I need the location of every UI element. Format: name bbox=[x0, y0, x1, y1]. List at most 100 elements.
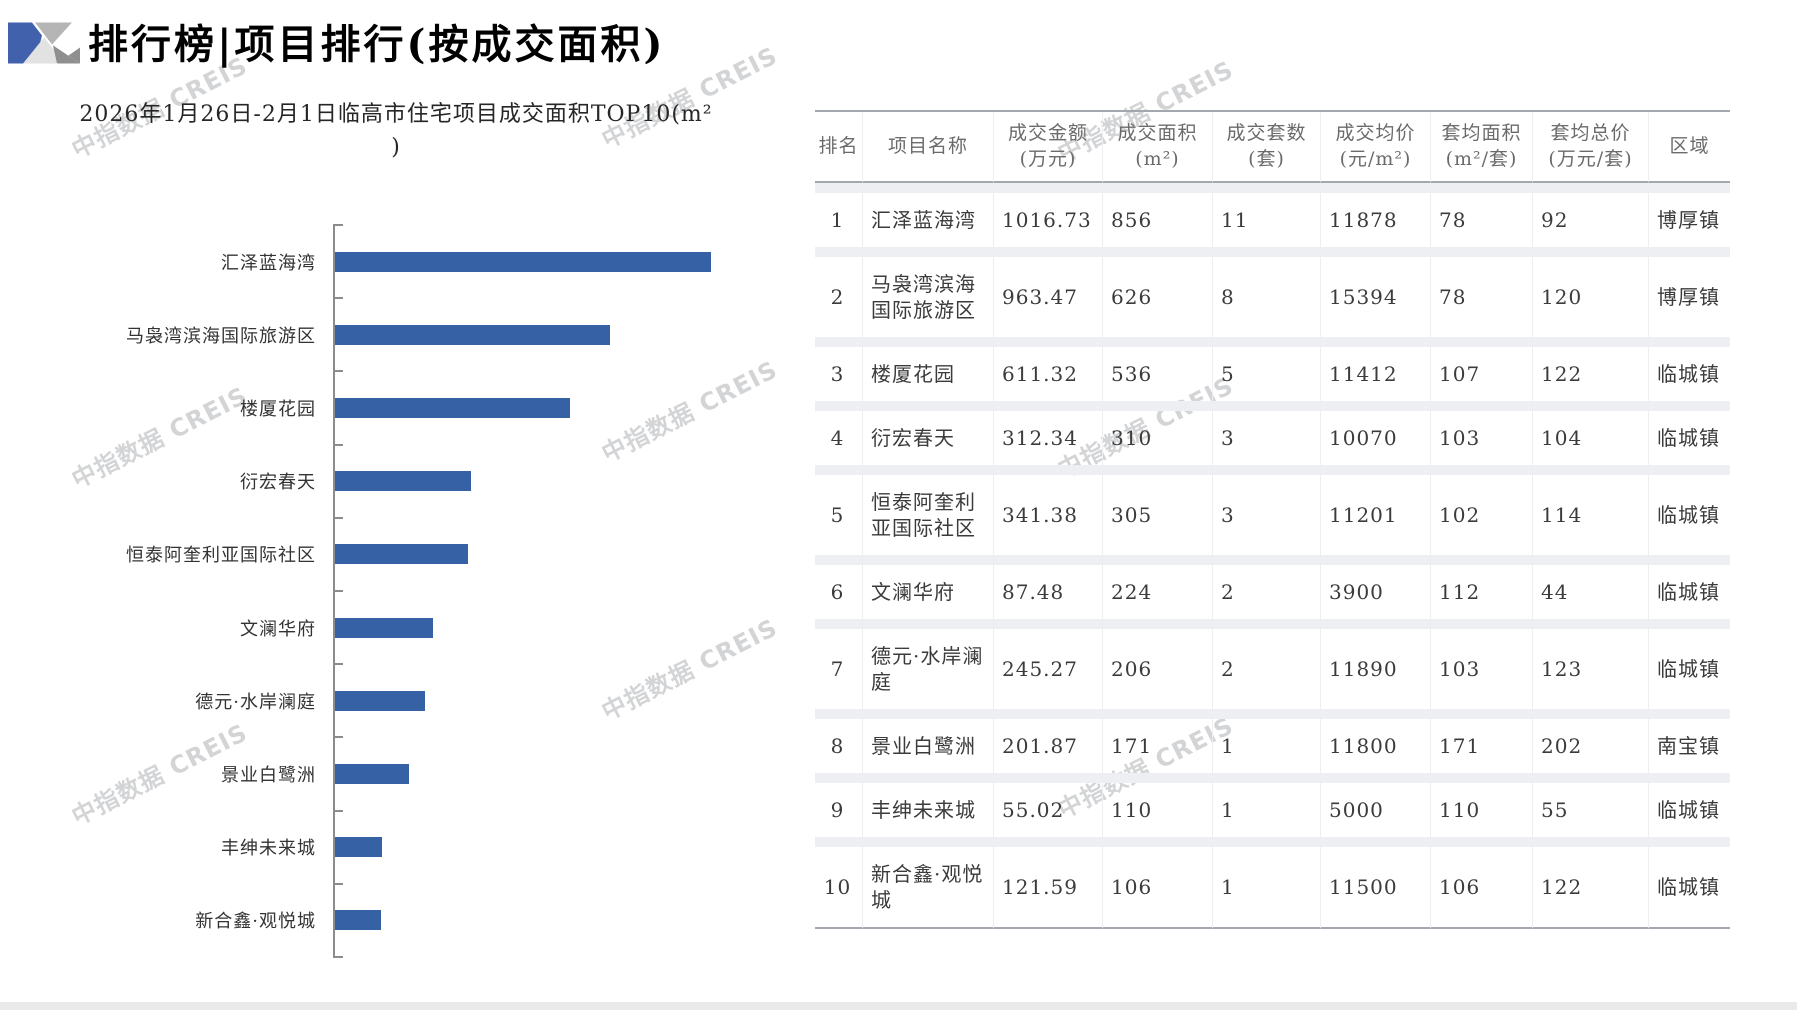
value-cell: 110 bbox=[1430, 773, 1532, 838]
value-cell: 122 bbox=[1532, 337, 1648, 402]
axis-tick bbox=[333, 882, 343, 885]
value-cell: 11800 bbox=[1320, 709, 1430, 774]
logo-gray-top-triangle bbox=[35, 22, 72, 45]
category-label: 新合鑫·观悦城 bbox=[195, 911, 316, 933]
value-cell: 312.34 bbox=[993, 401, 1102, 466]
category-label: 恒泰阿奎利亚国际社区 bbox=[126, 545, 316, 567]
project-name-cell: 丰绅未来城 bbox=[862, 773, 993, 838]
category-label: 丰绅未来城 bbox=[221, 838, 316, 860]
column-header-unit: (万元/套) bbox=[1548, 147, 1633, 170]
rank-cell: 10 bbox=[815, 837, 862, 930]
chart-title-line1: 2026年1月26日-2月1日临高市住宅项目成交面积TOP10(m² bbox=[79, 102, 713, 127]
value-cell: 103 bbox=[1430, 619, 1532, 710]
project-name-cell: 景业白鹭洲 bbox=[862, 709, 993, 774]
table-row: 2 马袅湾滨海国际旅游区 963.47 626 8 15394 78 120 博厚镇 bbox=[815, 247, 1730, 338]
value-cell: 11201 bbox=[1320, 465, 1430, 556]
value-cell: 121.59 bbox=[993, 837, 1102, 930]
value-cell: 310 bbox=[1102, 401, 1212, 466]
rank-cell: 1 bbox=[815, 183, 862, 247]
value-cell: 106 bbox=[1430, 837, 1532, 930]
column-header-unit: (m²) bbox=[1135, 147, 1180, 170]
chart-row: 德元·水岸澜庭 bbox=[75, 664, 765, 737]
chart-row: 景业白鹭洲 bbox=[75, 737, 765, 810]
category-label: 马袅湾滨海国际旅游区 bbox=[126, 325, 316, 347]
project-name-cell: 马袅湾滨海国际旅游区 bbox=[862, 247, 993, 338]
region-cell: 临城镇 bbox=[1648, 619, 1730, 710]
column-header: 成交套数 (套) bbox=[1212, 112, 1320, 184]
bar bbox=[334, 471, 471, 492]
rank-cell: 5 bbox=[815, 465, 862, 555]
axis-tick bbox=[333, 663, 343, 666]
project-name-cell: 衍宏春天 bbox=[862, 401, 993, 466]
region-cell: 博厚镇 bbox=[1648, 183, 1730, 248]
rank-cell: 4 bbox=[815, 401, 862, 465]
rank-cell: 9 bbox=[815, 773, 862, 837]
axis-tick bbox=[333, 809, 343, 812]
column-header: 套均总价 (万元/套) bbox=[1532, 112, 1648, 184]
logo-gray-light-triangle bbox=[23, 37, 65, 64]
ranking-table: 排名 项目名称 成交金额 (万元) 成交面积 (m²) 成交套数 (套) 成交均价 (元/m²) 套… bbox=[815, 110, 1730, 930]
chart-row: 恒泰阿奎利亚国际社区 bbox=[75, 518, 765, 591]
value-cell: 5 bbox=[1212, 337, 1320, 402]
column-header-label: 成交均价 bbox=[1335, 122, 1416, 144]
value-cell: 202 bbox=[1532, 709, 1648, 774]
bar-area bbox=[334, 324, 765, 345]
column-header: 成交面积 (m²) bbox=[1102, 112, 1212, 184]
value-cell: 44 bbox=[1532, 555, 1648, 620]
bar bbox=[334, 251, 711, 272]
category-label: 衍宏春天 bbox=[240, 472, 316, 494]
table-row: 1 汇泽蓝海湾 1016.73 856 11 11878 78 92 博厚镇 bbox=[815, 183, 1730, 248]
region-cell: 博厚镇 bbox=[1648, 247, 1730, 338]
value-cell: 341.38 bbox=[993, 465, 1102, 556]
column-header-label: 成交金额 bbox=[1007, 122, 1088, 144]
logo-gray-dark-triangle2 bbox=[53, 45, 80, 64]
value-cell: 206 bbox=[1102, 619, 1212, 710]
bar bbox=[334, 544, 469, 565]
creis-logo-icon bbox=[8, 22, 80, 68]
bar-area bbox=[334, 544, 765, 565]
value-cell: 87.48 bbox=[993, 555, 1102, 620]
value-cell: 1016.73 bbox=[993, 183, 1102, 248]
project-name-cell: 楼厦花园 bbox=[862, 337, 993, 402]
value-cell: 201.87 bbox=[993, 709, 1102, 774]
value-cell: 122 bbox=[1532, 837, 1648, 930]
value-cell: 104 bbox=[1532, 401, 1648, 466]
region-cell: 临城镇 bbox=[1648, 773, 1730, 838]
column-header-unit: (m²/套) bbox=[1445, 147, 1518, 170]
axis-tick bbox=[333, 736, 343, 739]
table-body: 1 汇泽蓝海湾 1016.73 856 11 11878 78 92 博厚镇 2 马袅湾滨海国际旅游… bbox=[815, 183, 1730, 930]
value-cell: 102 bbox=[1430, 465, 1532, 556]
project-name-cell: 恒泰阿奎利亚国际社区 bbox=[862, 465, 993, 556]
value-cell: 123 bbox=[1532, 619, 1648, 710]
rank-cell: 6 bbox=[815, 555, 862, 619]
value-cell: 856 bbox=[1102, 183, 1212, 248]
column-header-label: 套均总价 bbox=[1550, 122, 1631, 144]
value-cell: 11412 bbox=[1320, 337, 1430, 402]
rank-cell: 3 bbox=[815, 337, 862, 401]
region-cell: 临城镇 bbox=[1648, 401, 1730, 466]
value-cell: 3 bbox=[1212, 465, 1320, 556]
chart-row: 楼厦花园 bbox=[75, 371, 765, 444]
column-header-label: 排名 bbox=[818, 134, 859, 157]
bottom-strip bbox=[0, 1002, 1797, 1010]
project-name-cell: 新合鑫·观悦城 bbox=[862, 837, 993, 930]
project-name-cell: 德元·水岸澜庭 bbox=[862, 619, 993, 710]
value-cell: 536 bbox=[1102, 337, 1212, 402]
axis-tick bbox=[333, 297, 343, 300]
value-cell: 106 bbox=[1102, 837, 1212, 930]
table-row: 10 新合鑫·观悦城 121.59 106 1 11500 106 122 临城镇 bbox=[815, 837, 1730, 930]
table-head: 排名 项目名称 成交金额 (万元) 成交面积 (m²) 成交套数 (套) 成交均价 (元/m²) 套… bbox=[815, 112, 1730, 184]
column-header: 成交均价 (元/m²) bbox=[1320, 112, 1430, 184]
chart-row: 新合鑫·观悦城 bbox=[75, 884, 765, 957]
bar-area bbox=[334, 617, 765, 638]
value-cell: 112 bbox=[1430, 555, 1532, 620]
region-cell: 临城镇 bbox=[1648, 337, 1730, 402]
bar bbox=[334, 324, 610, 345]
bar bbox=[334, 910, 381, 931]
region-cell: 临城镇 bbox=[1648, 555, 1730, 620]
value-cell: 103 bbox=[1430, 401, 1532, 466]
value-cell: 3 bbox=[1212, 401, 1320, 466]
value-cell: 5000 bbox=[1320, 773, 1430, 838]
value-cell: 1 bbox=[1212, 773, 1320, 838]
